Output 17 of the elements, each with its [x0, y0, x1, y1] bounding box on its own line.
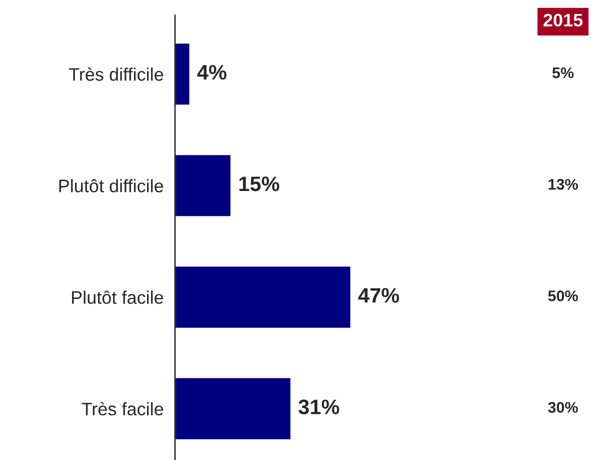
- y-tick-label: Très difficile: [68, 67, 164, 81]
- data-label: 47%: [358, 288, 400, 303]
- text: 30%: [548, 402, 578, 413]
- text: 2015: [544, 14, 583, 27]
- bar: [175, 265, 352, 330]
- text: 13%: [548, 178, 578, 190]
- y-tick-label: Très facile: [82, 402, 164, 416]
- y-tick-label: Plutôt facile: [72, 290, 164, 304]
- text: 50%: [548, 290, 578, 302]
- y-tick-label: Plutôt difficile: [59, 179, 164, 192]
- data-label: 31%: [298, 400, 340, 414]
- bar: [175, 42, 191, 106]
- data-label: 4%: [197, 65, 226, 80]
- data-label: 15%: [239, 176, 280, 192]
- text: 5%: [552, 67, 574, 78]
- bar: [175, 376, 292, 441]
- bar: [175, 154, 232, 218]
